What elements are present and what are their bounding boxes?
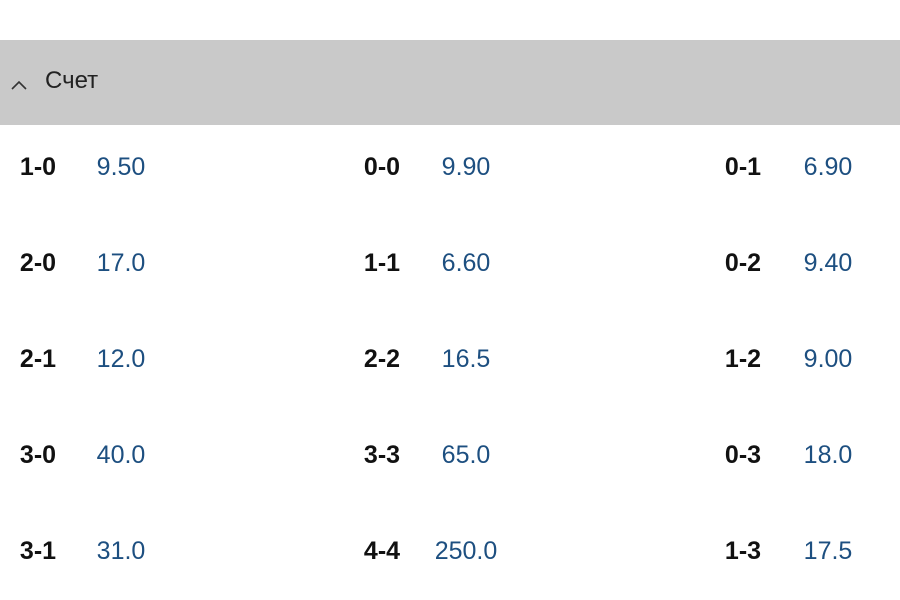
odds-button[interactable]: 31.0 bbox=[96, 537, 146, 565]
score-label: 2-1 bbox=[19, 345, 57, 373]
score-label: 1-1 bbox=[363, 249, 401, 277]
score-label: 2-2 bbox=[363, 345, 401, 373]
score-label: 0-3 bbox=[724, 441, 762, 469]
odds-button[interactable]: 40.0 bbox=[96, 441, 146, 469]
score-label: 0-1 bbox=[724, 153, 762, 181]
odds-button[interactable]: 9.40 bbox=[803, 249, 853, 277]
odds-button[interactable]: 9.00 bbox=[803, 345, 853, 373]
score-label: 1-3 bbox=[724, 537, 762, 565]
collapse-chevron[interactable] bbox=[10, 78, 30, 92]
score-label: 3-1 bbox=[19, 537, 57, 565]
odds-button[interactable]: 12.0 bbox=[96, 345, 146, 373]
odds-button[interactable]: 250.0 bbox=[434, 537, 498, 565]
score-label: 0-2 bbox=[724, 249, 762, 277]
odds-button[interactable]: 6.60 bbox=[441, 249, 491, 277]
market-header[interactable] bbox=[0, 40, 900, 125]
odds-button[interactable]: 18.0 bbox=[803, 441, 853, 469]
odds-button[interactable]: 65.0 bbox=[441, 441, 491, 469]
score-label: 1-0 bbox=[19, 153, 57, 181]
score-label: 3-3 bbox=[363, 441, 401, 469]
odds-button[interactable]: 9.90 bbox=[441, 153, 491, 181]
market-title: Счет bbox=[45, 67, 99, 94]
score-label: 4-4 bbox=[363, 537, 401, 565]
score-label: 1-2 bbox=[724, 345, 762, 373]
odds-button[interactable]: 17.0 bbox=[96, 249, 146, 277]
odds-button[interactable]: 6.90 bbox=[803, 153, 853, 181]
score-label: 2-0 bbox=[19, 249, 57, 277]
odds-button[interactable]: 9.50 bbox=[96, 153, 146, 181]
odds-button[interactable]: 16.5 bbox=[441, 345, 491, 373]
score-label: 0-0 bbox=[363, 153, 401, 181]
score-label: 3-0 bbox=[19, 441, 57, 469]
odds-button[interactable]: 17.5 bbox=[803, 537, 853, 565]
